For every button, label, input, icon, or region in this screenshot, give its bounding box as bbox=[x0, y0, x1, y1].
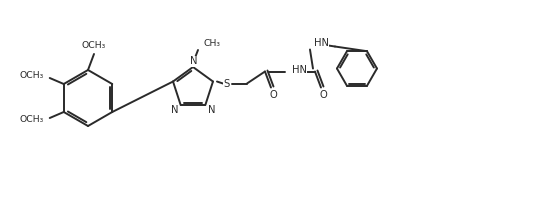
Text: N: N bbox=[171, 105, 179, 115]
Text: OCH₃: OCH₃ bbox=[82, 42, 106, 50]
Text: HN: HN bbox=[314, 38, 329, 48]
Text: HN: HN bbox=[292, 65, 307, 75]
Text: CH₃: CH₃ bbox=[203, 40, 220, 48]
Text: N: N bbox=[208, 105, 215, 115]
Text: OCH₃: OCH₃ bbox=[19, 116, 44, 124]
Text: O: O bbox=[269, 90, 277, 100]
Text: S: S bbox=[224, 79, 230, 89]
Text: OCH₃: OCH₃ bbox=[19, 72, 44, 80]
Text: N: N bbox=[190, 56, 198, 66]
Text: O: O bbox=[319, 90, 327, 100]
